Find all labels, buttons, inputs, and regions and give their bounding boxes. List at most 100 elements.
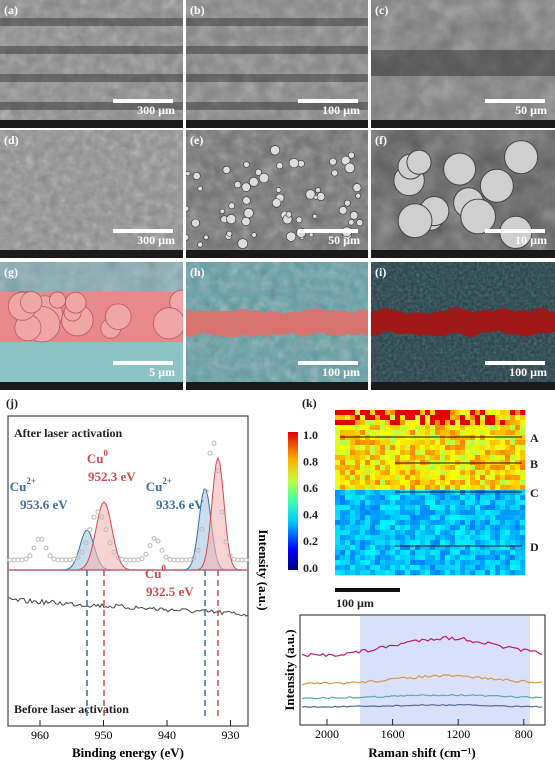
raw-point — [135, 557, 141, 563]
map-cell — [445, 540, 451, 546]
map-cell — [520, 495, 526, 501]
map-cell — [405, 485, 411, 491]
map-cell — [410, 410, 416, 416]
map-cell — [400, 565, 406, 571]
map-cell — [455, 445, 461, 451]
point-label: B — [530, 457, 538, 471]
map-cell — [405, 420, 411, 426]
map-cell — [395, 415, 401, 421]
scale-bar — [298, 229, 358, 233]
map-cell — [345, 410, 351, 416]
scale-bar — [485, 361, 545, 365]
map-cell — [415, 545, 421, 551]
map-cell — [460, 540, 466, 546]
map-cell — [345, 510, 351, 516]
map-cell — [375, 460, 381, 466]
map-cell — [395, 560, 401, 566]
map-cell — [460, 570, 466, 576]
map-cell — [395, 570, 401, 576]
raw-point — [47, 553, 53, 559]
map-cell — [515, 535, 521, 541]
map-cell — [460, 555, 466, 561]
map-cell — [450, 475, 456, 481]
map-cell — [335, 525, 341, 531]
map-cell — [510, 545, 516, 551]
map-cell — [430, 560, 436, 566]
sem-image — [186, 130, 368, 258]
map-cell — [425, 440, 431, 446]
map-cell — [485, 475, 491, 481]
map-cell — [510, 560, 516, 566]
map-cell — [455, 495, 461, 501]
map-cell — [400, 500, 406, 506]
map-cell — [455, 475, 461, 481]
map-cell — [385, 460, 391, 466]
map-cell — [520, 565, 526, 571]
scale-label: 300 µm — [137, 103, 175, 117]
map-cell — [370, 555, 376, 561]
map-cell — [425, 505, 431, 511]
map-cell — [490, 500, 496, 506]
laser-track — [371, 50, 555, 76]
map-cell — [395, 520, 401, 526]
map-cell — [420, 540, 426, 546]
map-cell — [505, 410, 511, 416]
map-cell — [395, 510, 401, 516]
map-cell — [510, 415, 516, 421]
map-cell — [520, 420, 526, 426]
map-cell — [410, 535, 416, 541]
map-cell — [495, 485, 501, 491]
map-cell — [470, 550, 476, 556]
map-cell — [410, 555, 416, 561]
map-cell — [520, 455, 526, 461]
panel-label: (b) — [190, 3, 205, 17]
map-cell — [435, 465, 441, 471]
map-cell — [475, 530, 481, 536]
map-cell — [410, 435, 416, 441]
map-cell — [340, 410, 346, 416]
map-cell — [500, 515, 506, 521]
particle — [331, 169, 339, 177]
map-cell — [335, 515, 341, 521]
map-cell — [465, 425, 471, 431]
map-cell — [460, 525, 466, 531]
map-cell — [395, 490, 401, 496]
map-cell — [440, 570, 446, 576]
map-cell — [400, 440, 406, 446]
map-cell — [385, 445, 391, 451]
map-cell — [485, 490, 491, 496]
map-cell — [505, 515, 511, 521]
map-cell — [410, 420, 416, 426]
map-cell — [335, 520, 341, 526]
map-cell — [360, 570, 366, 576]
map-cell — [375, 540, 381, 546]
raw-point — [115, 554, 121, 560]
cu-grain — [105, 303, 132, 330]
map-cell — [390, 450, 396, 456]
map-cell — [495, 540, 501, 546]
map-cell — [470, 510, 476, 516]
map-cell — [495, 495, 501, 501]
map-cell — [450, 535, 456, 541]
map-cell — [435, 450, 441, 456]
map-cell — [480, 490, 486, 496]
map-cell — [500, 455, 506, 461]
map-cell — [360, 535, 366, 541]
map-cell — [395, 465, 401, 471]
point-label: D — [530, 540, 539, 554]
map-cell — [385, 555, 391, 561]
map-cell — [405, 510, 411, 516]
map-cell — [425, 430, 431, 436]
map-cell — [340, 490, 346, 496]
map-cell — [405, 495, 411, 501]
map-cell — [400, 445, 406, 451]
map-cell — [495, 420, 501, 426]
particle — [344, 199, 351, 207]
map-cell — [345, 525, 351, 531]
map-cell — [430, 425, 436, 431]
map-cell — [450, 525, 456, 531]
map-cell — [480, 480, 486, 486]
map-cell — [500, 485, 506, 491]
raw-point — [159, 547, 165, 553]
map-cell — [500, 520, 506, 526]
